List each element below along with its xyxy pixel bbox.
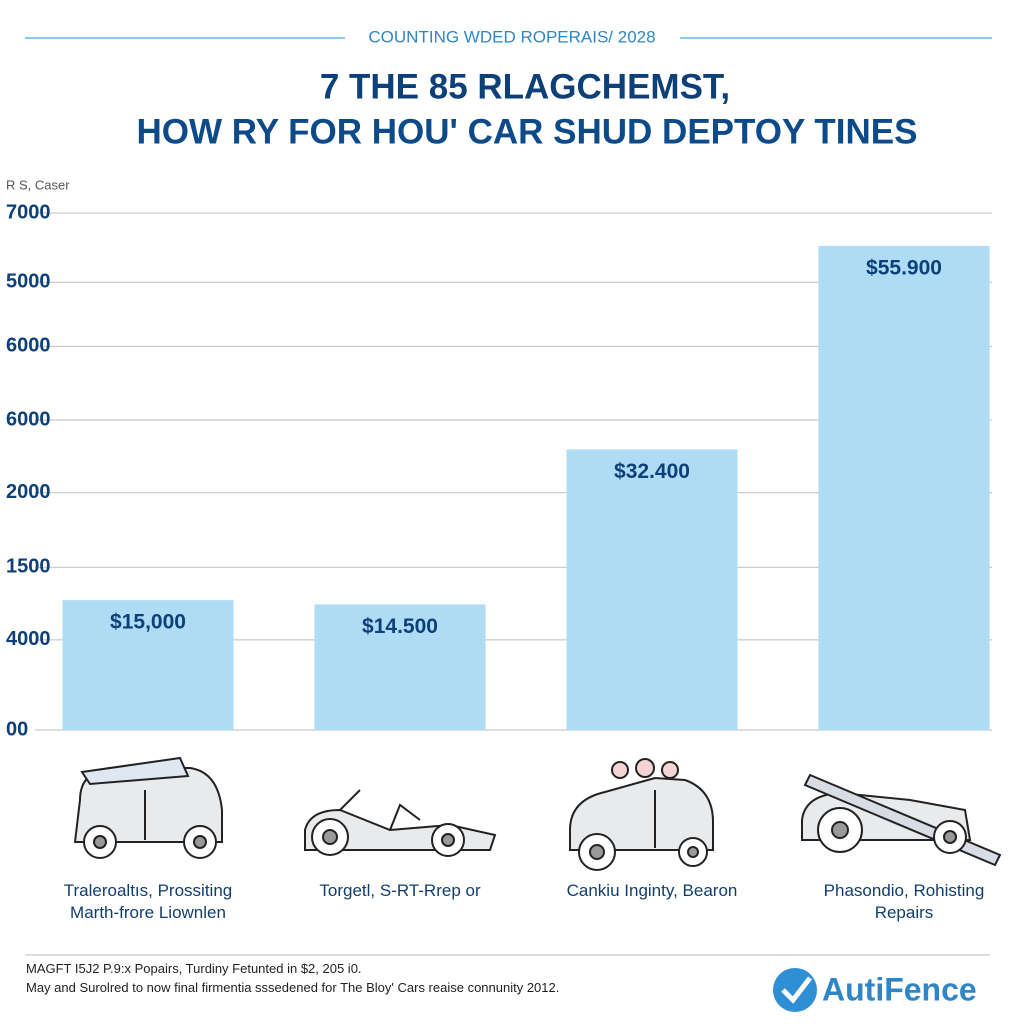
y-tick-label: 5000 (6, 271, 51, 293)
y-tick-label: 6000 (6, 408, 51, 430)
logo: AutiFence (822, 971, 977, 1007)
y-tick-label: 1500 (6, 555, 51, 577)
category-label: Cankiu Inginty, Bearon (566, 881, 738, 900)
category-label: Torgetl, S-RT-Rrep or (319, 881, 481, 900)
chart-subtitle: HOW RY FOR HOU' CAR SHUD DEPTOY TINES (137, 112, 918, 151)
car-illustrations (73, 756, 1002, 871)
bar (818, 245, 990, 730)
value-label: $55.900 (866, 256, 942, 279)
bar (62, 600, 234, 730)
value-label: $15,000 (110, 611, 186, 634)
y-tick-label: 00 (6, 718, 28, 740)
value-label: $14.500 (362, 615, 438, 638)
logo-icon (773, 968, 817, 1012)
y-axis-label: R S, Caser (6, 177, 70, 192)
bar (314, 604, 486, 730)
category-label: Phasondio, Rohisting Repairs (823, 881, 985, 922)
y-tick-label: 7000 (6, 201, 51, 223)
y-tick-label: 2000 (6, 481, 51, 503)
value-label: $32.400 (614, 460, 690, 483)
y-tick-label: 4000 (6, 628, 51, 650)
footer-line: May and Surolred to now final firmentia … (26, 980, 560, 995)
bar (566, 449, 738, 730)
category-label: Traleroaltıs, Prossiting Marth-frore Lio… (63, 881, 233, 922)
chart-title: 7 THE 85 RLAGCHEMST, (320, 67, 730, 106)
footer-line: MAGFT I5J2 P.9:x Popairs, Turdiny Fetunt… (26, 961, 362, 976)
y-tick-label: 6000 (6, 335, 51, 357)
header: COUNTING WDED ROPERAIS/ 2028 (368, 27, 655, 46)
